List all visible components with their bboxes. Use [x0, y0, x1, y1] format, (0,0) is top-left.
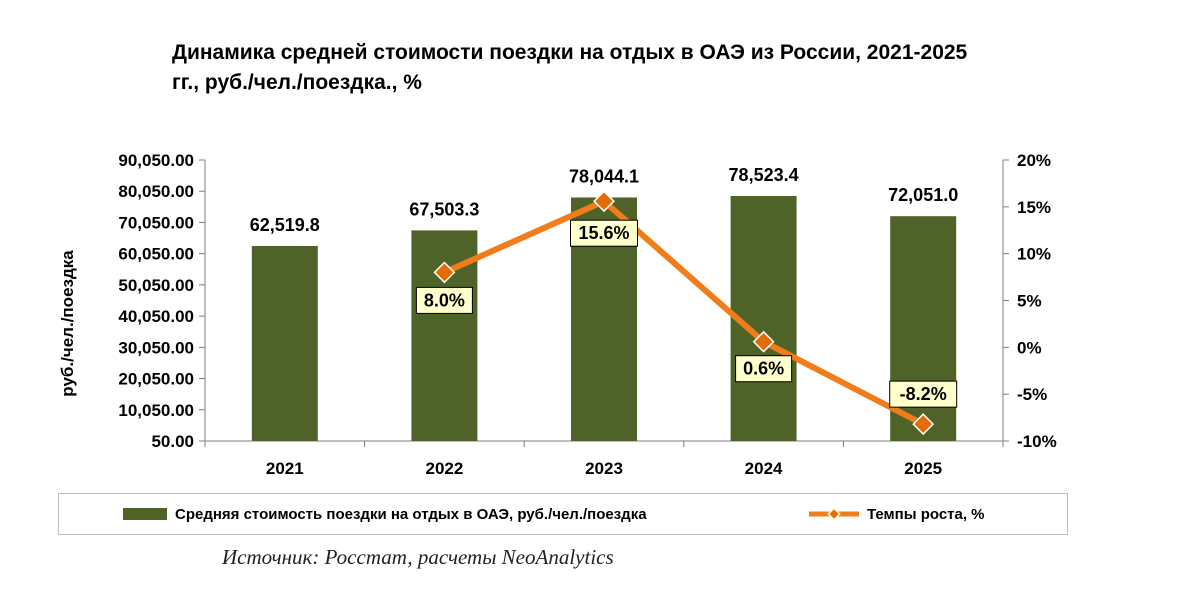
growth-value-label-box — [415, 286, 473, 314]
left-axis-tick-label: 80,050.00 — [118, 182, 194, 201]
y-axis-title: руб./чел./поездка — [58, 250, 77, 397]
legend-item-cost: Средняя стоимость поездки на отдых в ОАЭ… — [123, 506, 647, 523]
growth-marker — [752, 330, 775, 353]
bar-value-label: 62,519.8 — [250, 215, 320, 235]
left-axis-tick-label: 10,050.00 — [118, 401, 194, 420]
left-axis-tick-label: 90,050.00 — [118, 151, 194, 170]
x-axis-tick-label: 2022 — [425, 459, 463, 478]
legend-label-growth: Темпы роста, % — [867, 505, 985, 523]
source-note: Источник: Росстат, расчеты NeoAnalytics — [222, 545, 614, 569]
growth-value-label-box — [889, 380, 958, 408]
right-axis-tick-label: 20% — [1017, 151, 1051, 170]
right-axis-tick-label: -10% — [1017, 432, 1057, 451]
right-axis-tick-label: 15% — [1017, 198, 1051, 217]
left-axis-tick-label: 60,050.00 — [118, 245, 194, 264]
axes: 50.00 10,050.00 20,050.00 30,050.00 40,050.0… — [58, 151, 1057, 478]
growth-value-label-text: -8.2% — [900, 384, 947, 404]
chart-title-line-1: Динамика средней стоимости поездки на от… — [172, 41, 968, 64]
growth-line — [433, 190, 935, 436]
growth-marker — [912, 413, 935, 436]
chart-title: Динамика средней стоимости поездки на от… — [172, 38, 1132, 98]
left-axis-tick-label: 70,050.00 — [118, 213, 194, 232]
left-axis-tick-label: 20,050.00 — [118, 370, 194, 389]
x-axis-tick-label: 2024 — [745, 459, 783, 478]
left-axis-tick-label: 50,050.00 — [118, 276, 194, 295]
growth-value-label-box — [735, 355, 793, 383]
legend-swatch-bar — [123, 508, 167, 520]
legend-label-cost: Средняя стоимость поездки на отдых в ОАЭ… — [175, 505, 647, 523]
growth-line-path — [441, 198, 927, 428]
growth-marker — [433, 261, 456, 284]
bar-value-label: 67,503.3 — [409, 199, 479, 219]
legend-swatch-line — [809, 507, 859, 521]
growth-marker — [593, 190, 615, 213]
chart-title-line-2: гг., руб./чел./поездка., % — [172, 71, 422, 94]
x-axis-tick-label: 2021 — [266, 459, 304, 478]
growth-value-label: -8.2% — [889, 380, 958, 408]
bar-value-label: 78,523.4 — [729, 165, 799, 185]
right-axis-tick-label: 0% — [1017, 338, 1042, 357]
right-axis-tick-label: 10% — [1017, 245, 1051, 264]
growth-value-label-text: 15.6% — [578, 223, 629, 243]
bar — [251, 245, 318, 441]
left-axis-tick-label: 50.00 — [151, 432, 194, 451]
chart: 50.00 10,050.00 20,050.00 30,050.00 40,050.0… — [58, 151, 1057, 478]
right-axis-tick-label: -5% — [1017, 385, 1047, 404]
x-axis-tick-label: 2023 — [585, 459, 623, 478]
bar-value-label: 72,051.0 — [888, 185, 958, 205]
growth-value-label-box — [570, 219, 638, 247]
left-axis-tick-label: 30,050.00 — [118, 338, 194, 357]
left-axis-tick-label: 40,050.00 — [118, 307, 194, 326]
bar-labels: 62,519.8 67,503.3 78,044.1 78,523.4 72,051.0 — [250, 165, 958, 235]
growth-value-label: 0.6% — [735, 355, 793, 383]
growth-value-label: 15.6% — [570, 219, 638, 247]
right-axis-tick-label: 5% — [1017, 292, 1042, 311]
legend-item-growth: Темпы роста, % — [807, 506, 985, 523]
bar-value-label: 78,044.1 — [569, 166, 639, 186]
legend: Средняя стоимость поездки на отдых в ОАЭ… — [58, 493, 1068, 535]
growth-value-label: 8.0% — [415, 286, 473, 314]
growth-value-label-text: 0.6% — [743, 359, 784, 379]
growth-value-label-text: 8.0% — [424, 290, 465, 310]
point-labels: 8.0% 15.6% 0.6% -8.2% — [415, 219, 958, 408]
x-axis-tick-label: 2025 — [904, 459, 942, 478]
